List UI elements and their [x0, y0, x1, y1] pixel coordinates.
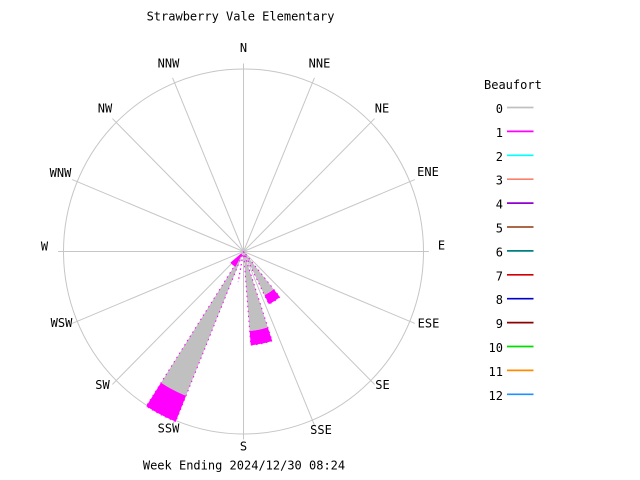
petal-ray-dotted	[237, 254, 244, 283]
legend-title: Beaufort	[484, 78, 542, 92]
chart-footer: Week Ending 2024/12/30 08:24	[143, 459, 345, 473]
legend-item-4: 4	[496, 198, 534, 212]
petal-SSE-beaufort-0	[243, 251, 274, 296]
compass-spoke	[243, 77, 315, 252]
legend-value: 5	[496, 222, 503, 236]
compass-label-NE: NE	[375, 102, 389, 116]
compass-spoke	[243, 118, 375, 252]
compass-label-S: S	[240, 440, 247, 454]
legend-value: 2	[496, 150, 503, 164]
compass-spoke	[243, 251, 415, 324]
legend-item-12: 12	[489, 389, 534, 403]
compass-spoke	[243, 179, 415, 252]
legend-item-3: 3	[496, 174, 534, 188]
chart-title: Strawberry Vale Elementary	[147, 10, 335, 24]
compass-spoke	[72, 179, 244, 252]
compass-spoke	[243, 251, 375, 385]
compass-label-SSE: SSE	[310, 423, 332, 437]
compass-label-NNW: NNW	[158, 57, 180, 71]
compass-label-W: W	[41, 240, 49, 254]
legend-item-1: 1	[496, 126, 534, 140]
compass-label-SE: SE	[375, 378, 389, 392]
legend-item-11: 11	[489, 365, 534, 379]
compass-spoke	[112, 251, 244, 385]
legend-value: 1	[496, 126, 503, 140]
compass-label-ENE: ENE	[417, 165, 439, 179]
compass-spoke	[112, 118, 244, 252]
compass-spoke	[172, 77, 244, 252]
legend-value: 7	[496, 269, 503, 283]
legend-value: 12	[489, 389, 503, 403]
compass-spoke	[243, 251, 315, 426]
compass-label-SSW: SSW	[158, 422, 180, 436]
compass-label-SW: SW	[95, 378, 110, 392]
compass-spoke	[72, 251, 244, 324]
compass-label-NW: NW	[98, 102, 113, 116]
legend-item-5: 5	[496, 222, 534, 236]
petal-SSW-outline	[145, 251, 244, 423]
petal-S-beaufort-0	[243, 251, 268, 332]
compass-label-WSW: WSW	[51, 316, 73, 330]
wind-petals	[145, 251, 281, 423]
legend-value: 9	[496, 317, 503, 331]
legend-item-10: 10	[489, 341, 534, 355]
petal-SSW-beaufort-1	[146, 382, 186, 422]
legend-value: 11	[489, 365, 503, 379]
petal-SW-beaufort-1	[230, 253, 243, 267]
compass-label-NNE: NNE	[309, 57, 331, 71]
legend-value: 3	[496, 174, 503, 188]
petal-SSE-beaufort-1	[264, 289, 280, 305]
legend-value: 6	[496, 245, 503, 259]
legend-value: 10	[489, 341, 503, 355]
legend-value: 8	[496, 293, 503, 307]
legend-item-0: 0	[496, 102, 534, 116]
compass-label-WNW: WNW	[50, 166, 72, 180]
legend-value: 4	[496, 198, 503, 212]
compass-label-E: E	[438, 239, 445, 253]
legend-value: 0	[496, 102, 503, 116]
legend-item-9: 9	[496, 317, 534, 331]
petal-SSW-beaufort-0	[161, 251, 244, 396]
compass-label-ESE: ESE	[418, 317, 440, 331]
legend-item-8: 8	[496, 293, 534, 307]
compass-labels: N NNE NE ENE E ESE SE SSE S SSW SW WSW W WNW NW NNW	[41, 41, 445, 454]
legend-item-6: 6	[496, 245, 534, 259]
compass-label-N: N	[240, 41, 247, 55]
petal-S-beaufort-1	[249, 327, 273, 346]
legend-item-7: 7	[496, 269, 534, 283]
rose-circle	[63, 68, 424, 435]
legend-item-2: 2	[496, 150, 534, 164]
polar-grid	[58, 63, 429, 440]
